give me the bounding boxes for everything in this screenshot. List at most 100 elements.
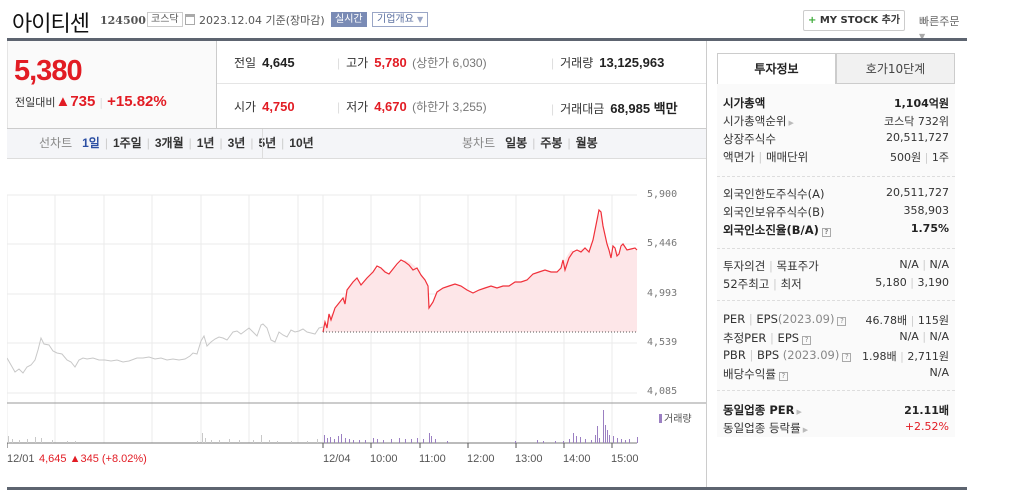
tab-monthly-candle[interactable]: 월봉 [575, 136, 598, 150]
x-axis-label: 14:00 [563, 453, 591, 465]
market-cap-rank-link[interactable]: 시가총액순위 ▶ 코스닥 732위 [717, 112, 955, 130]
current-price-box: 5,380 전일대비▲735 | +15.82% [7, 41, 216, 128]
high-value: 5,780 [374, 55, 407, 70]
low-label: 저가 [346, 100, 369, 114]
help-icon[interactable]: ? [802, 336, 812, 345]
chart-period-tabs: 선차트 1일 | 1주일 | 3개월 | 1년 | 3년 | 5년 | 10년 봉차트 일봉 | 주봉 | 월봉 [7, 129, 706, 159]
tab-weekly-candle[interactable]: 주봉 [540, 136, 563, 150]
tab-10year[interactable]: 10년 [289, 136, 314, 150]
x-axis-label: 10:00 [370, 453, 398, 465]
upper-limit: (상한가 6,030) [412, 56, 487, 70]
arrow-right-icon: ▶ [796, 408, 802, 416]
est-per-value: N/A [899, 330, 919, 343]
side-tabs: 투자정보 호가10단계 [717, 53, 955, 84]
company-overview-dropdown[interactable]: 기업개요 ▼ [372, 12, 429, 27]
arrow-right-icon: ▶ [788, 119, 794, 127]
add-my-stock-button[interactable]: + MY STOCK 추가 [803, 10, 905, 31]
eps-period: (2023.09) [777, 312, 835, 326]
help-icon[interactable]: ? [821, 228, 831, 237]
par-value-label: 액면가 [723, 150, 755, 164]
y-axis-label: 4,085 [647, 386, 678, 397]
foreign-section: 외국인한도주식수(A) 20,511,727 외국인보유주식수(B) 358,903… [717, 176, 955, 239]
volume: | 거래량 13,125,963 [551, 55, 665, 70]
arrow-right-icon: ▶ [802, 426, 809, 434]
est-eps-value: N/A [929, 330, 949, 343]
tab-investment-info[interactable]: 투자정보 [717, 53, 836, 84]
company-overview-label: 기업개요 [377, 14, 414, 25]
tab-1week[interactable]: 1주일 [112, 136, 142, 150]
line-chart-title: 선차트 [39, 136, 73, 150]
par-value-value: 500원 [890, 151, 922, 164]
pbr-label: PBR [723, 348, 746, 362]
help-icon[interactable]: ? [842, 353, 852, 362]
quick-order-label: 빠른주문 [919, 15, 960, 28]
tab-1day[interactable]: 1일 [82, 136, 100, 150]
help-icon[interactable]: ? [837, 317, 847, 326]
candle-chart-title: 봉차트 [462, 136, 496, 150]
separator: | [99, 96, 104, 109]
divider [706, 41, 707, 490]
divider [262, 129, 263, 159]
divider [7, 128, 706, 129]
trading-unit-value: 1주 [931, 151, 949, 164]
target-price-value: N/A [929, 258, 949, 271]
est-eps-label: EPS [777, 331, 800, 345]
sector-per-label: 동일업종 PER [723, 403, 795, 417]
x-axis-label: 12/01 [7, 453, 35, 465]
price-chart[interactable]: 5,900 5,446 4,993 4,539 4,085 거래량 12/01 … [7, 160, 706, 490]
foreign-limit-label: 외국인한도주식수(A) [723, 187, 825, 201]
market-cap-rank-value: 코스닥 732위 [884, 115, 949, 128]
open-value: 4,750 [262, 99, 295, 114]
volume-value: 13,125,963 [599, 55, 665, 70]
tab-daily-candle[interactable]: 일봉 [505, 136, 528, 150]
calendar-icon [185, 14, 195, 25]
line-chart-tabs: 선차트 1일 | 1주일 | 3개월 | 1년 | 3년 | 5년 | 10년 [39, 136, 314, 150]
bottom-divider [7, 487, 967, 490]
market-cap-section: 시가총액 1,104억원 시가총액순위 ▶ 코스닥 732위 상장주식수 20,511,… [717, 94, 955, 166]
tab-3month[interactable]: 3개월 [154, 136, 184, 150]
opinion-value: N/A [899, 258, 919, 271]
trade-value-value: 68,985 백만 [610, 101, 678, 116]
help-icon[interactable]: ? [778, 372, 788, 381]
investment-info-panel: 투자정보 호가10단계 시가총액 1,104억원 시가총액순위 ▶ 코스닥 732위 … [707, 41, 967, 490]
price-chart-svg [7, 194, 706, 448]
dividend-yield-value: N/A [929, 366, 949, 379]
volume-legend-label: 거래량 [664, 414, 692, 425]
sector-change-link[interactable]: 동일업종 등락률 ▶ +2.52% [717, 419, 955, 437]
sector-per-value: 21.11배 [904, 404, 949, 417]
sector-per-link[interactable]: 동일업종 PER ▶ 21.11배 [717, 401, 955, 419]
week52-low-value: 3,190 [917, 276, 950, 289]
chevron-down-icon: ▼ [417, 15, 424, 24]
low-price: | 저가 4,670 (하한가 3,255) [337, 99, 487, 114]
tab-order-book-10[interactable]: 호가10단계 [836, 53, 955, 84]
high-price: | 고가 5,780 (상한가 6,030) [337, 55, 487, 70]
x-axis-label: 15:00 [611, 453, 639, 465]
add-my-stock-label: MY STOCK 추가 [819, 15, 901, 26]
chevron-down-icon: ▼ [919, 32, 926, 41]
realtime-button[interactable]: 실시간 [331, 12, 367, 27]
sector-change-value: +2.52% [904, 420, 949, 433]
investment-info-body: 시가총액 1,104억원 시가총액순위 ▶ 코스닥 732위 상장주식수 20,511,… [717, 84, 955, 437]
change-label: 전일대비 [15, 96, 56, 109]
valuation-section: PER | EPS(2023.09)? 46.78배 | 115원 추정PER |… [717, 300, 955, 383]
stock-header: 아이티센 124500 코스닥 2023.12.04 기준(장마감) 실시간 기… [0, 0, 967, 41]
dividend-yield-label: 배당수익률 [723, 367, 776, 381]
quick-order-dropdown[interactable]: 빠른주문 ▼ [919, 13, 967, 42]
foreign-hold-value: 358,903 [903, 204, 950, 217]
x-axis-label: 12/04 [323, 453, 351, 465]
volume-label: 거래량 [560, 56, 594, 70]
market-cap-value: 1,104억원 [893, 97, 949, 110]
target-price-label: 목표주가 [776, 259, 819, 273]
lower-limit: (하한가 3,255) [412, 100, 487, 114]
tab-3year[interactable]: 3년 [227, 136, 246, 150]
high-label: 고가 [346, 56, 369, 70]
market-cap-label: 시가총액 [723, 96, 766, 110]
y-axis-label: 4,993 [647, 288, 678, 299]
tab-1year[interactable]: 1년 [196, 136, 215, 150]
eps-value: 115원 [917, 314, 949, 327]
sector-section: 동일업종 PER ▶ 21.11배 동일업종 등락률 ▶ +2.52% [717, 390, 955, 437]
week52-high-label: 52주최고 [723, 277, 770, 291]
listed-shares-value: 20,511,727 [886, 131, 949, 144]
per-label: PER [723, 312, 746, 326]
per-value: 46.78배 [865, 314, 908, 327]
